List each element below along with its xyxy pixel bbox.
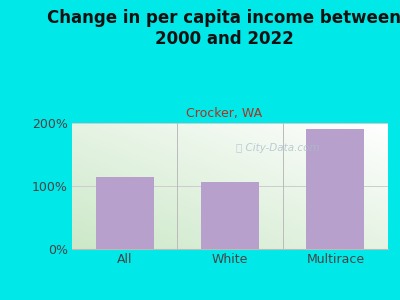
Bar: [96, 176, 154, 249]
Bar: [306, 129, 364, 249]
Text: Change in per capita income between
2000 and 2022: Change in per capita income between 2000…: [47, 9, 400, 48]
Bar: [201, 182, 259, 249]
Text: ⓘ City-Data.com: ⓘ City-Data.com: [236, 143, 319, 153]
Text: Crocker, WA: Crocker, WA: [186, 106, 262, 119]
